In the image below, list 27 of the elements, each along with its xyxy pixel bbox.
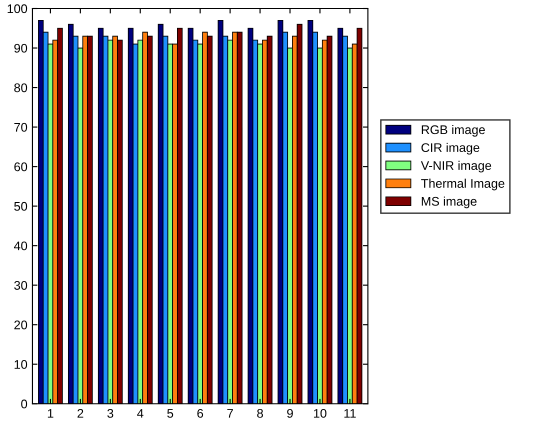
y-tick-label: 70	[14, 122, 28, 132]
x-tick-label: 10	[314, 408, 326, 418]
y-tick-label: 90	[14, 44, 28, 53]
y-tick-label: 80	[14, 83, 28, 92]
x-tick-label: 11	[344, 409, 356, 418]
legend-label: Thermal Image	[421, 178, 504, 190]
x-tick-label: 3	[107, 408, 114, 418]
y-tick-label: 0	[21, 400, 28, 408]
y-tick-label: 60	[14, 162, 28, 172]
y-tick-label: 20	[14, 320, 28, 330]
x-tick-label: 7	[227, 409, 233, 418]
y-tick-label: 30	[14, 280, 28, 290]
legend-label: MS image	[422, 196, 477, 208]
legend-label: CIR image	[421, 142, 480, 155]
y-tick-label: 10	[14, 360, 28, 369]
x-tick-label: 5	[167, 409, 174, 418]
x-tick-label: 9	[287, 408, 293, 418]
x-tick-label: 8	[257, 408, 263, 418]
y-tick-label: 40	[14, 241, 28, 250]
legend-label: RGB image	[422, 124, 485, 137]
x-tick-label: 6	[197, 408, 204, 418]
legend-label: V-NIR image	[420, 160, 492, 172]
x-tick-label: 1	[48, 409, 54, 418]
y-tick-label: 50	[14, 202, 28, 211]
x-tick-label: 2	[78, 408, 84, 418]
y-tick-label: 100	[8, 4, 28, 14]
x-tick-label: 4	[137, 409, 144, 418]
